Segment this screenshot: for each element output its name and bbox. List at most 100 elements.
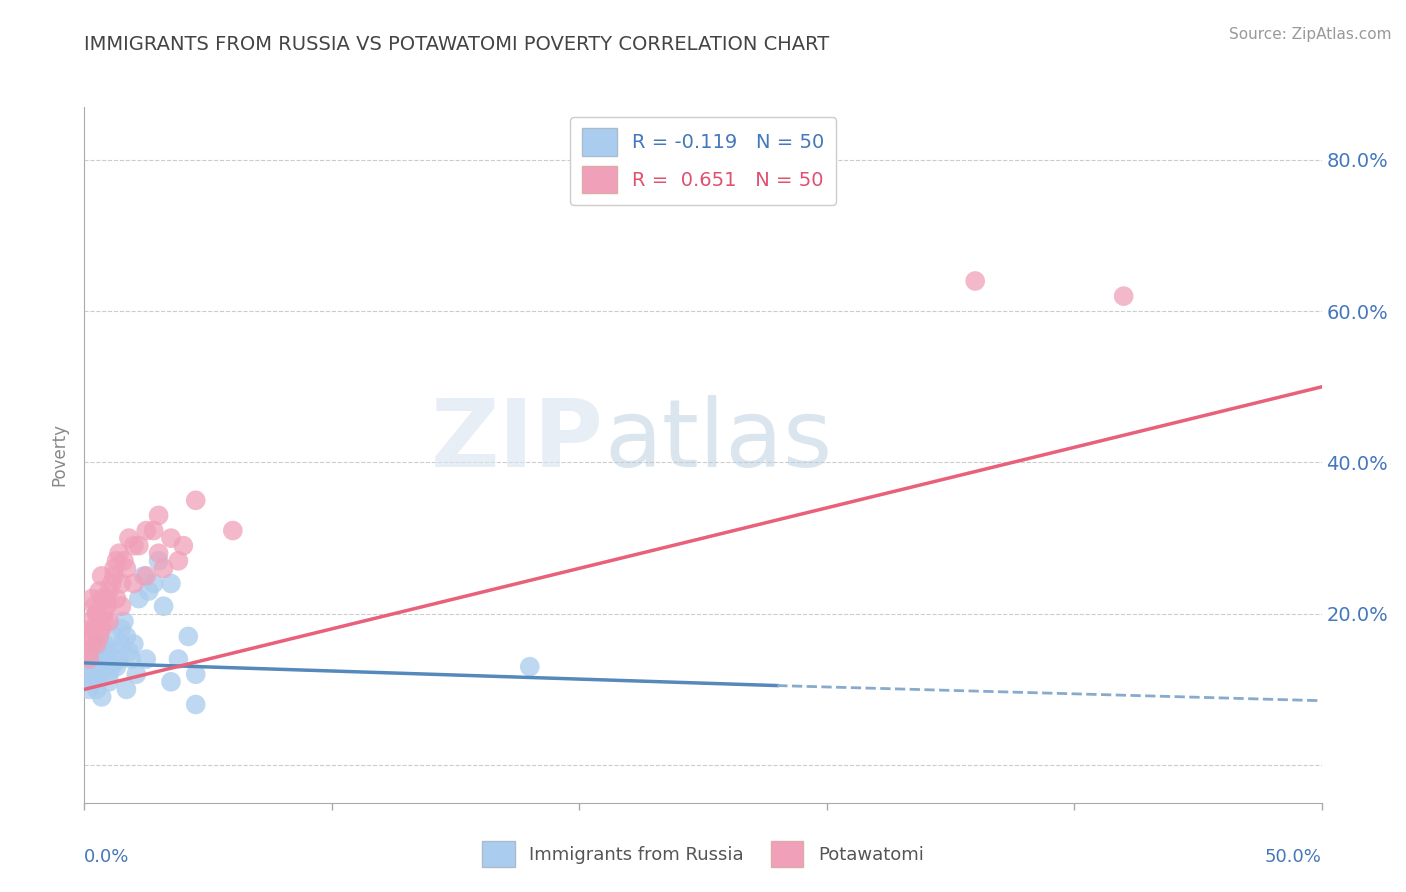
Text: IMMIGRANTS FROM RUSSIA VS POTAWATOMI POVERTY CORRELATION CHART: IMMIGRANTS FROM RUSSIA VS POTAWATOMI POV… xyxy=(84,35,830,54)
Point xyxy=(83,599,105,614)
Point xyxy=(98,584,121,599)
Point xyxy=(76,629,98,643)
Point xyxy=(160,674,183,689)
Point xyxy=(98,667,121,681)
Point xyxy=(89,652,111,666)
Point xyxy=(112,615,135,629)
Text: 50.0%: 50.0% xyxy=(1265,848,1322,866)
Point xyxy=(80,637,103,651)
Point xyxy=(79,615,101,629)
Point xyxy=(80,674,103,689)
Point xyxy=(96,591,118,606)
Point xyxy=(115,561,138,575)
Point xyxy=(80,659,103,673)
Point xyxy=(105,644,128,658)
Point xyxy=(89,584,111,599)
Legend: R = -0.119   N = 50, R =  0.651   N = 50: R = -0.119 N = 50, R = 0.651 N = 50 xyxy=(569,117,837,205)
Point xyxy=(152,561,174,575)
Point xyxy=(115,629,138,643)
Point xyxy=(152,599,174,614)
Point xyxy=(172,539,194,553)
Point xyxy=(96,599,118,614)
Point xyxy=(138,584,160,599)
Y-axis label: Poverty: Poverty xyxy=(51,424,69,486)
Point xyxy=(115,682,138,697)
Point xyxy=(103,629,125,643)
Point xyxy=(100,659,122,673)
Point xyxy=(110,622,132,636)
Point xyxy=(90,591,112,606)
Point xyxy=(79,644,101,658)
Point xyxy=(93,652,115,666)
Point xyxy=(167,652,190,666)
Point xyxy=(167,554,190,568)
Point xyxy=(184,698,207,712)
Point xyxy=(118,531,141,545)
Point xyxy=(135,524,157,538)
Point xyxy=(122,539,145,553)
Point xyxy=(128,591,150,606)
Point xyxy=(160,531,183,545)
Point xyxy=(90,644,112,658)
Text: Source: ZipAtlas.com: Source: ZipAtlas.com xyxy=(1229,27,1392,42)
Point xyxy=(108,546,131,560)
Point xyxy=(105,591,128,606)
Point xyxy=(128,539,150,553)
Point xyxy=(98,615,121,629)
Point xyxy=(89,629,111,643)
Point xyxy=(148,508,170,523)
Point xyxy=(132,569,155,583)
Point xyxy=(96,644,118,658)
Text: ZIP: ZIP xyxy=(432,395,605,487)
Point xyxy=(80,622,103,636)
Point xyxy=(142,576,165,591)
Point xyxy=(86,682,108,697)
Point xyxy=(98,674,121,689)
Point xyxy=(79,652,101,666)
Point xyxy=(86,607,108,621)
Point xyxy=(103,569,125,583)
Point xyxy=(160,576,183,591)
Point xyxy=(222,524,245,538)
Point xyxy=(80,591,103,606)
Point xyxy=(89,667,111,681)
Point xyxy=(90,569,112,583)
Point xyxy=(148,554,170,568)
Point xyxy=(76,667,98,681)
Point xyxy=(105,659,128,673)
Point xyxy=(98,652,121,666)
Legend: Immigrants from Russia, Potawatomi: Immigrants from Russia, Potawatomi xyxy=(475,834,931,874)
Point xyxy=(83,667,105,681)
Point xyxy=(184,493,207,508)
Point xyxy=(125,667,148,681)
Point xyxy=(105,554,128,568)
Point xyxy=(86,607,108,621)
Point xyxy=(965,274,987,288)
Text: atlas: atlas xyxy=(605,395,832,487)
Point xyxy=(93,615,115,629)
Point xyxy=(90,690,112,704)
Point xyxy=(100,576,122,591)
Point xyxy=(103,561,125,575)
Point xyxy=(110,599,132,614)
Point xyxy=(148,546,170,560)
Point xyxy=(122,576,145,591)
Point xyxy=(177,629,200,643)
Point xyxy=(93,637,115,651)
Point xyxy=(110,576,132,591)
Point xyxy=(135,569,157,583)
Point xyxy=(110,637,132,651)
Point xyxy=(93,607,115,621)
Point xyxy=(86,637,108,651)
Point xyxy=(122,637,145,651)
Point xyxy=(86,637,108,651)
Point xyxy=(184,667,207,681)
Point xyxy=(1112,289,1135,303)
Point xyxy=(83,622,105,636)
Point xyxy=(90,659,112,673)
Point xyxy=(79,652,101,666)
Point xyxy=(142,524,165,538)
Point xyxy=(118,644,141,658)
Point xyxy=(86,659,108,673)
Point xyxy=(112,554,135,568)
